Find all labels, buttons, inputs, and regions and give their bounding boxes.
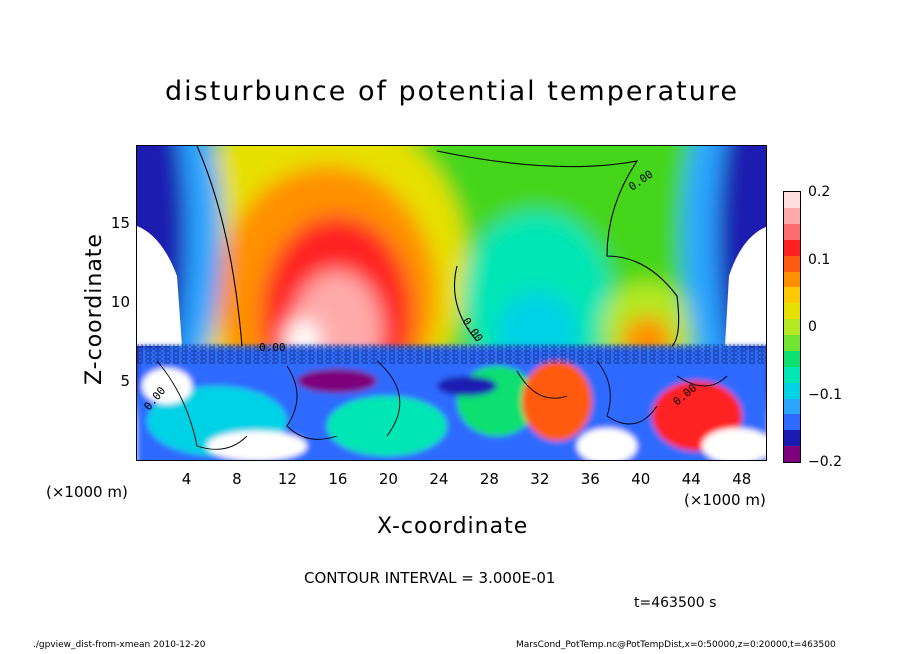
footer-right: MarsCond_PotTemp.nc@PotTempDist,x=0:5000…	[516, 640, 836, 650]
colorbar-band	[784, 271, 800, 288]
contour-lines	[196, 146, 680, 347]
colorbar-band	[784, 430, 800, 447]
footer-left: ./gpview_dist-from-xmean 2010-12-20	[33, 640, 206, 650]
contour-label: 0.00	[259, 341, 286, 354]
lower-cyan-2	[327, 396, 447, 456]
colorbar-band	[784, 239, 800, 256]
x-tick-label: 36	[580, 470, 600, 488]
x-tick-label: 20	[378, 470, 398, 488]
colorbar-band	[784, 192, 800, 208]
colorbar-tick-label: −0.2	[808, 454, 842, 470]
colorbar-band	[784, 366, 800, 383]
lower-white-3	[577, 428, 637, 460]
colorbar-band	[784, 287, 800, 304]
colorbar-band	[784, 303, 800, 320]
colorbar	[783, 191, 801, 463]
colorbar-tick-label: 0.1	[808, 251, 831, 268]
colorbar-band	[784, 398, 800, 415]
lower-purple-1	[297, 369, 377, 393]
lower-navy-1	[437, 376, 497, 396]
colorbar-band	[784, 334, 800, 351]
colorbar-band	[784, 350, 800, 367]
y-tick-label: 15	[110, 214, 130, 232]
contour-center	[454, 265, 478, 342]
y-tick-label: 5	[120, 372, 130, 390]
colorbar-tick-label: 0.2	[808, 184, 831, 200]
contour-stripes	[137, 344, 766, 364]
lower-red-1	[522, 361, 592, 441]
contour-upper-right	[436, 150, 680, 347]
colorbar-band	[784, 382, 800, 399]
x-tick-label: 8	[232, 470, 242, 488]
colorbar-band	[784, 207, 800, 224]
contour-left	[196, 146, 243, 347]
y-axis-label: Z-coordinate	[82, 233, 107, 385]
y-tick-label: 10	[110, 293, 130, 311]
colorbar-band	[784, 255, 800, 272]
saturated-region-left	[137, 226, 182, 346]
x-axis-label: X-coordinate	[377, 514, 529, 539]
heatmap-field: 0.00 0.00 0.00 0.00 0.00	[137, 146, 766, 460]
colorbar-band	[784, 446, 800, 463]
saturated-region-right	[725, 226, 766, 346]
x-unit-right: (×1000 m)	[684, 491, 766, 509]
contour-interval: CONTOUR INTERVAL = 3.000E-01	[304, 569, 556, 587]
x-tick-label: 4	[181, 470, 192, 488]
colorbar-band	[784, 319, 800, 336]
x-tick-label: 24	[429, 470, 449, 488]
colorbar-band	[784, 414, 800, 431]
x-tick-label: 44	[681, 470, 701, 488]
chart-title: disturbunce of potential temperature	[165, 76, 739, 107]
x-unit-left: (×1000 m)	[46, 483, 128, 501]
colorbar-tick-label: −0.1	[808, 386, 842, 403]
lower-white-1	[207, 431, 307, 460]
colorbar-tick-label: 0	[808, 319, 817, 335]
x-tick-label: 48	[732, 470, 752, 488]
contour-cells	[156, 360, 728, 450]
plot-area: 0.00 0.00 0.00 0.00 0.00	[136, 145, 767, 461]
x-tick-label: 12	[277, 470, 297, 488]
x-tick-label: 40	[631, 470, 651, 488]
x-tick-label: 28	[479, 470, 499, 488]
x-tick-label: 32	[530, 470, 550, 488]
colorbar-band	[784, 223, 800, 240]
lower-white-4	[702, 428, 766, 460]
time-label: t=463500 s	[634, 595, 717, 611]
x-tick-label: 16	[328, 470, 348, 488]
